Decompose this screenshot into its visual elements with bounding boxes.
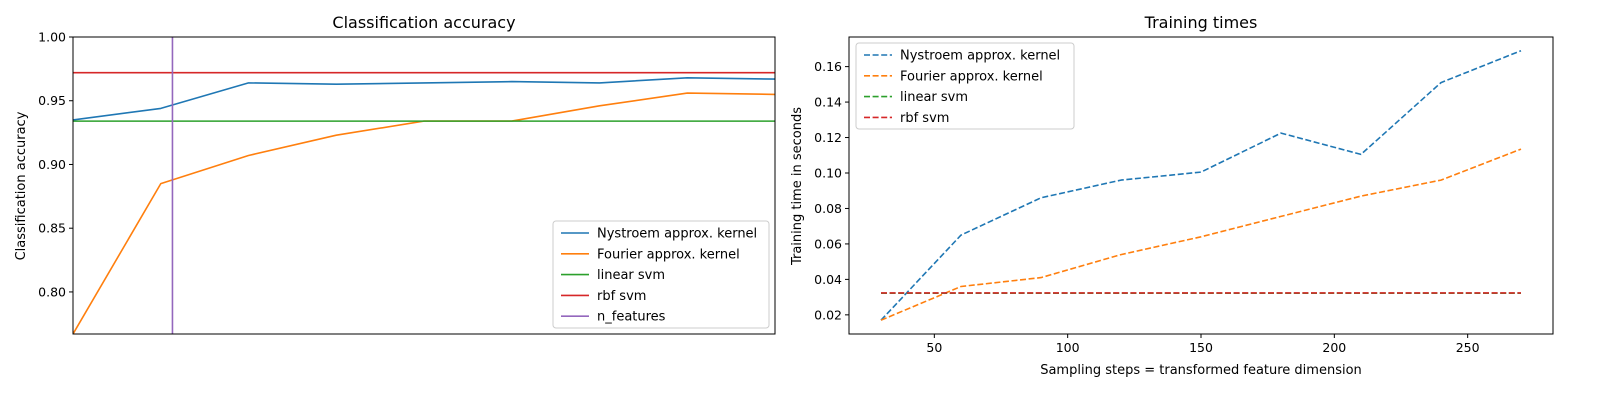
y-tick-label: 0.95 xyxy=(38,93,66,108)
nystroem-approx-kernel-line xyxy=(73,77,775,121)
legend: Nystroem approx. kernel Fourier approx. k… xyxy=(552,220,770,329)
y-tick-label: 0.02 xyxy=(814,307,842,322)
legend-label-rbf-svm: rbf svm xyxy=(597,289,646,304)
x-tick-label: 200 xyxy=(1322,340,1346,355)
legend-label-n-features: n_features xyxy=(597,310,666,325)
y-tick-label: 0.10 xyxy=(814,165,842,180)
nystroem-approx-kernel-line xyxy=(880,49,1522,321)
y-ticks: 0.80 0.85 0.90 0.95 1.00 xyxy=(38,30,73,299)
y-tick-label: 0.08 xyxy=(814,201,842,216)
chart-title: Training times xyxy=(1144,13,1258,32)
y-tick-label: 0.85 xyxy=(38,221,66,236)
x-ticks: 50 100 150 200 250 xyxy=(926,334,1480,355)
legend-label-linear-svm: linear svm xyxy=(900,90,968,105)
y-tick-label: 0.90 xyxy=(38,157,66,172)
y-tick-label: 0.04 xyxy=(814,272,842,287)
y-tick-label: 0.06 xyxy=(814,236,842,251)
plot-area xyxy=(73,37,775,334)
plot-series xyxy=(73,37,775,334)
y-tick-label: 0.80 xyxy=(38,284,66,299)
legend-box xyxy=(855,42,1075,130)
legend-label-rbf-svm: rbf svm xyxy=(900,111,949,126)
y-axis-label: Training time in seconds xyxy=(790,107,805,266)
legend: Nystroem approx. kernel Fourier approx. k… xyxy=(855,42,1075,130)
chart-title: Classification accuracy xyxy=(332,13,515,32)
x-tick-label: 250 xyxy=(1456,340,1480,355)
y-ticks: 0.02 0.04 0.06 0.08 0.10 0.12 0.14 0.16 xyxy=(814,59,849,322)
fourier-approx-kernel-line xyxy=(880,148,1522,321)
legend-label-fourier-approx-kernel: Fourier approx. kernel xyxy=(597,247,740,262)
y-axis-label: Classification accuracy xyxy=(14,111,29,260)
legend-label-fourier-approx-kernel: Fourier approx. kernel xyxy=(900,69,1043,84)
axes-frame xyxy=(72,36,776,335)
x-tick-label: 50 xyxy=(926,340,942,355)
x-tick-label: 100 xyxy=(1056,340,1080,355)
legend-label-nystroem-approx-kernel: Nystroem approx. kernel xyxy=(900,49,1060,64)
plot-series xyxy=(880,49,1522,321)
legend-label-nystroem-approx-kernel: Nystroem approx. kernel xyxy=(597,227,757,242)
x-axis-label: Sampling steps = transformed feature dim… xyxy=(1040,363,1362,378)
plot-area xyxy=(880,49,1522,321)
training-times-chart: Training times Training time in seconds … xyxy=(790,13,1554,378)
y-tick-label: 0.12 xyxy=(814,130,842,145)
y-tick-label: 0.14 xyxy=(814,95,842,110)
classification-accuracy-chart: Classification accuracy Classification a… xyxy=(14,13,776,335)
x-tick-label: 150 xyxy=(1189,340,1213,355)
y-tick-label: 0.16 xyxy=(814,59,842,74)
y-tick-label: 1.00 xyxy=(38,30,66,45)
legend-box xyxy=(552,220,770,329)
axes-frame xyxy=(848,36,1554,335)
legend-label-linear-svm: linear svm xyxy=(597,268,665,283)
